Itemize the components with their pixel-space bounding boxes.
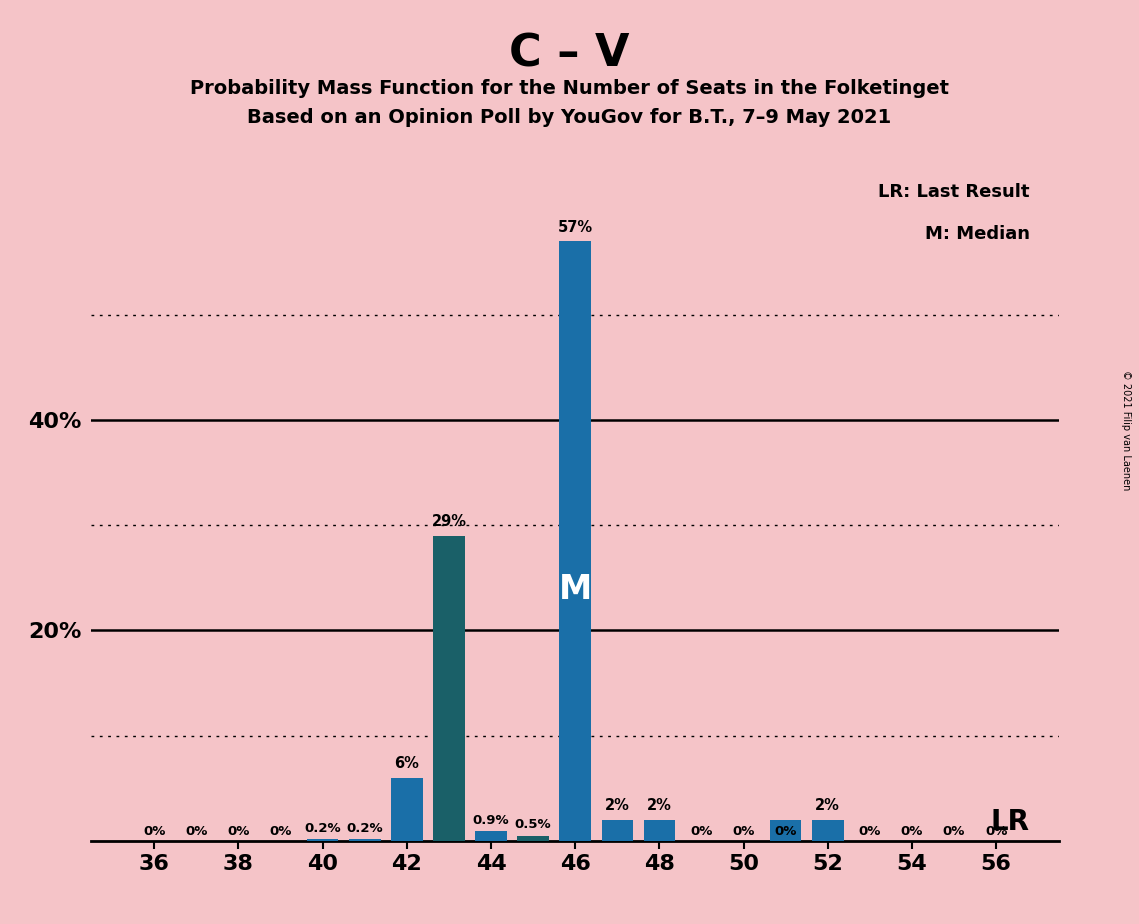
Text: 0%: 0% bbox=[732, 825, 755, 838]
Bar bbox=[391, 778, 423, 841]
Bar bbox=[770, 820, 802, 841]
Bar bbox=[517, 835, 549, 841]
Bar bbox=[644, 820, 675, 841]
Bar bbox=[601, 820, 633, 841]
Text: 0%: 0% bbox=[985, 825, 1007, 838]
Bar bbox=[475, 832, 507, 841]
Text: 0.5%: 0.5% bbox=[515, 819, 551, 832]
Text: 0%: 0% bbox=[690, 825, 713, 838]
Bar bbox=[433, 536, 465, 841]
Text: C – V: C – V bbox=[509, 32, 630, 76]
Text: Probability Mass Function for the Number of Seats in the Folketinget: Probability Mass Function for the Number… bbox=[190, 79, 949, 98]
Text: 0.2%: 0.2% bbox=[346, 821, 383, 834]
Bar bbox=[559, 241, 591, 841]
Text: 0%: 0% bbox=[228, 825, 249, 838]
Text: 0%: 0% bbox=[144, 825, 165, 838]
Text: 6%: 6% bbox=[394, 757, 419, 772]
Text: M: Median: M: Median bbox=[925, 225, 1030, 243]
Text: 0%: 0% bbox=[186, 825, 207, 838]
Text: 2%: 2% bbox=[605, 798, 630, 813]
Text: 0%: 0% bbox=[775, 825, 797, 838]
Text: 0%: 0% bbox=[901, 825, 923, 838]
Text: 0.2%: 0.2% bbox=[304, 821, 341, 834]
Text: 0%: 0% bbox=[269, 825, 292, 838]
Text: 0.9%: 0.9% bbox=[473, 814, 509, 827]
Text: Based on an Opinion Poll by YouGov for B.T., 7–9 May 2021: Based on an Opinion Poll by YouGov for B… bbox=[247, 108, 892, 128]
Bar bbox=[812, 820, 844, 841]
Text: 2%: 2% bbox=[647, 798, 672, 813]
Text: 29%: 29% bbox=[432, 515, 466, 529]
Text: M: M bbox=[558, 573, 592, 605]
Text: 0%: 0% bbox=[943, 825, 965, 838]
Text: 2%: 2% bbox=[816, 798, 841, 813]
Bar bbox=[306, 839, 338, 841]
Bar bbox=[349, 839, 380, 841]
Text: LR: Last Result: LR: Last Result bbox=[878, 183, 1030, 201]
Text: 57%: 57% bbox=[558, 220, 592, 235]
Text: © 2021 Filip van Laenen: © 2021 Filip van Laenen bbox=[1121, 370, 1131, 490]
Text: LR: LR bbox=[991, 808, 1030, 836]
Text: 0%: 0% bbox=[859, 825, 882, 838]
